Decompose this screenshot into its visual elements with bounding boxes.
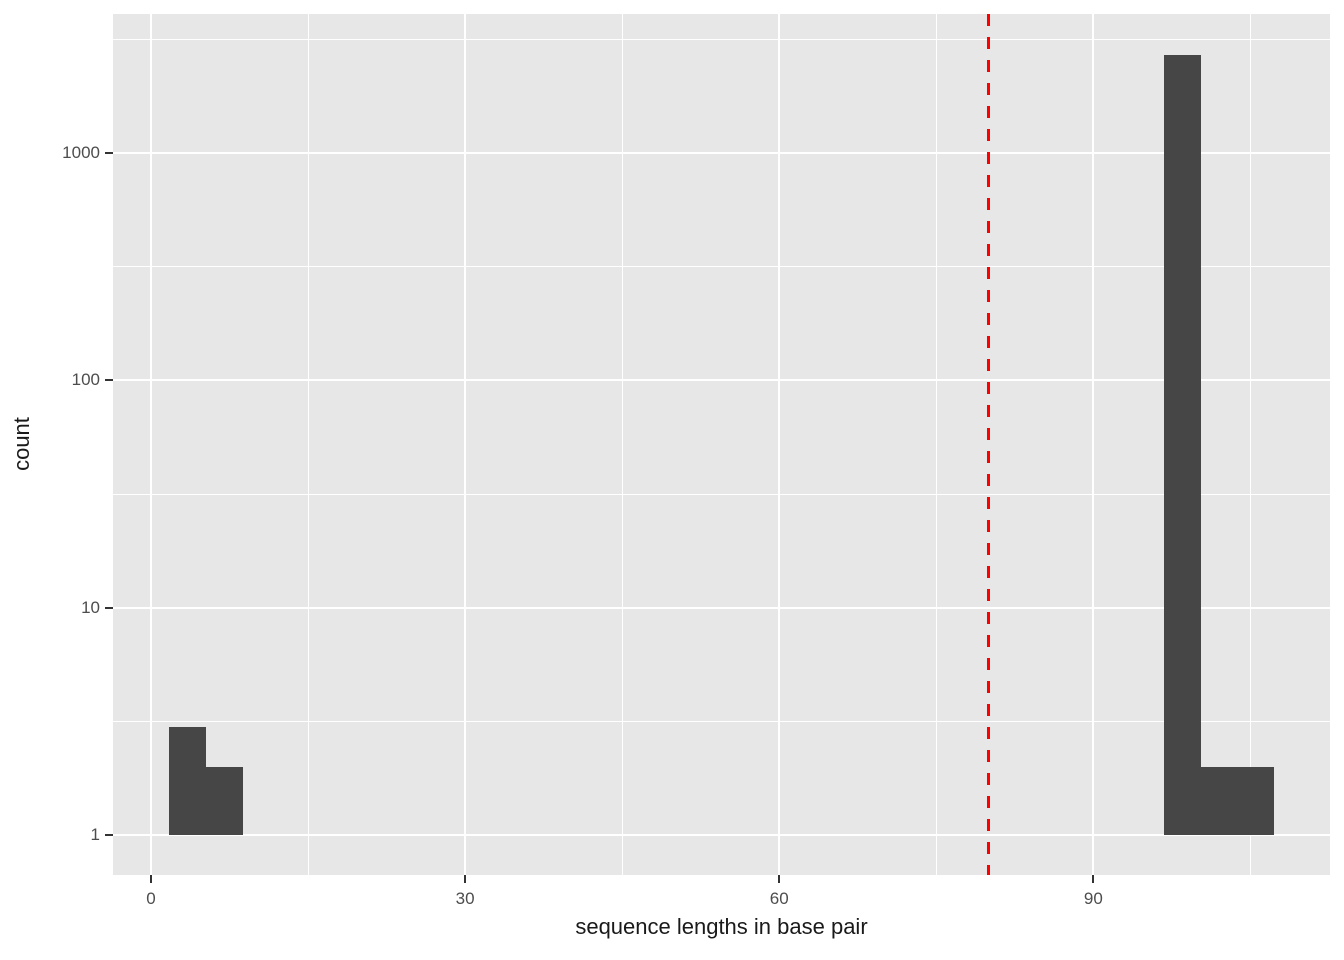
gridline-x-major bbox=[778, 14, 781, 875]
gridline-y-major bbox=[113, 152, 1330, 155]
x-axis-title: sequence lengths in base pair bbox=[575, 914, 868, 939]
y-tick-label: 10 bbox=[81, 597, 100, 617]
gridline-y-major bbox=[113, 833, 1330, 836]
gridline-y-minor bbox=[113, 38, 1330, 40]
gridline-y-minor bbox=[113, 266, 1330, 268]
plot-panel bbox=[113, 14, 1330, 875]
histogram-bar bbox=[1201, 766, 1275, 835]
y-tick-mark bbox=[105, 833, 113, 836]
gridline-y-minor bbox=[113, 493, 1330, 495]
y-axis-title: count bbox=[9, 417, 34, 471]
y-tick-mark bbox=[105, 152, 113, 155]
histogram-bar bbox=[168, 726, 206, 835]
x-tick-label: 0 bbox=[146, 889, 156, 908]
x-tick-label: 60 bbox=[769, 889, 789, 908]
gridline-x-minor bbox=[621, 14, 623, 875]
x-tick-label: 30 bbox=[455, 889, 475, 908]
y-tick-label: 100 bbox=[71, 370, 100, 390]
x-tick-mark bbox=[150, 875, 152, 883]
x-tick-mark bbox=[778, 875, 781, 883]
y-tick-mark bbox=[105, 379, 113, 382]
gridline-x-minor bbox=[935, 14, 937, 875]
gridline-y-major bbox=[113, 606, 1330, 609]
gridline-x-major bbox=[1092, 14, 1095, 875]
x-tick-label: 90 bbox=[1083, 889, 1103, 908]
y-tick-label: 1000 bbox=[62, 143, 100, 163]
gridline-x-minor bbox=[307, 14, 309, 875]
histogram-bar bbox=[205, 766, 244, 835]
y-tick-label: 1 bbox=[90, 824, 100, 844]
gridline-x-minor bbox=[1249, 14, 1251, 875]
x-tick-mark bbox=[1092, 875, 1095, 883]
y-tick-mark bbox=[105, 606, 113, 609]
x-tick-mark bbox=[464, 875, 467, 883]
gridline-x-major bbox=[150, 14, 152, 875]
gridline-y-minor bbox=[113, 720, 1330, 722]
gridline-x-major bbox=[464, 14, 467, 875]
gridline-y-major bbox=[113, 379, 1330, 382]
threshold-line bbox=[987, 14, 991, 875]
histogram-bar bbox=[1164, 55, 1202, 835]
